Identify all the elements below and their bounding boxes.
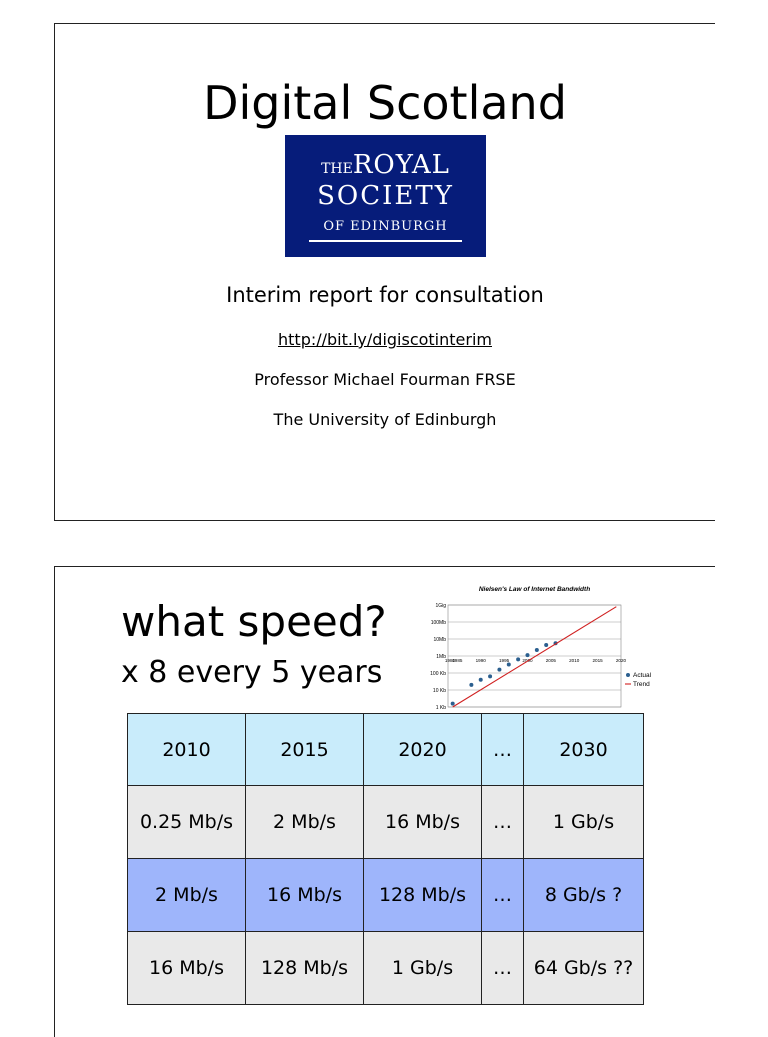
table-row: 2 Mb/s 16 Mb/s 128 Mb/s … 8 Gb/s ?	[127, 858, 644, 932]
table-cell: 2010	[127, 713, 246, 786]
table-header-row: 2010 2015 2020 … 2030	[127, 713, 644, 786]
chart-trend-line	[452, 606, 617, 708]
speed-table: 2010 2015 2020 … 2030 0.25 Mb/s 2 Mb/s 1…	[127, 713, 644, 1005]
logo-edinburgh: OF EDINBURGH	[323, 219, 448, 234]
chart-x-tick-label: 1990	[476, 658, 487, 663]
chart-title: Nielsen's Law of Internet Bandwidth	[479, 586, 590, 593]
table-cell: 0.25 Mb/s	[127, 785, 246, 859]
chart-data-point	[469, 682, 474, 687]
author-name: Professor Michael Fourman FRSE	[254, 370, 516, 389]
royal-society-logo: THEROYAL SOCIETY OF EDINBURGH	[285, 135, 486, 257]
chart-data-point	[525, 653, 530, 658]
table-cell: …	[481, 785, 524, 859]
slide-title: what speed?	[121, 597, 387, 646]
chart-y-tick-label: 100Mb	[431, 620, 447, 626]
chart-x-tick-label: 2010	[569, 658, 580, 663]
chart-data-point	[450, 701, 455, 706]
chart-data-point	[544, 642, 549, 647]
chart-legend-label: Trend	[633, 681, 650, 688]
chart-x-tick-label: 1985	[452, 658, 463, 663]
table-cell: …	[481, 931, 524, 1005]
title-slide: Digital Scotland THEROYAL SOCIETY OF EDI…	[54, 23, 715, 521]
chart-x-tick-label: 2020	[616, 658, 627, 663]
table-cell: …	[481, 858, 524, 932]
table-cell: 2030	[523, 713, 644, 786]
table-cell: 2 Mb/s	[127, 858, 246, 932]
chart-x-tick-label: 2015	[593, 658, 604, 663]
report-link[interactable]: http://bit.ly/digiscotinterim	[278, 330, 492, 349]
table-cell: 2015	[245, 713, 364, 786]
table-row: 0.25 Mb/s 2 Mb/s 16 Mb/s … 1 Gb/s	[127, 785, 644, 859]
chart-y-tick-label: 1 Kb	[436, 705, 447, 709]
chart-legend-label: Actual	[633, 672, 652, 679]
chart-y-tick-label: 1Gig	[435, 603, 446, 609]
table-cell: 16 Mb/s	[127, 931, 246, 1005]
chart-data-point	[506, 662, 511, 667]
table-row: 16 Mb/s 128 Mb/s 1 Gb/s … 64 Gb/s ??	[127, 931, 644, 1005]
table-cell: 2 Mb/s	[245, 785, 364, 859]
chart-y-tick-label: 1Mb	[436, 654, 446, 660]
chart-data-point	[534, 648, 539, 653]
logo-the: THE	[321, 161, 353, 177]
slide-subtitle: x 8 every 5 years	[121, 655, 383, 690]
table-cell: …	[481, 713, 524, 786]
slide-subtitle: Interim report for consultation	[226, 283, 544, 307]
logo-royal: ROYAL	[352, 150, 450, 180]
logo-rule	[309, 240, 462, 242]
speed-slide: what speed? x 8 every 5 years Nielsen's …	[54, 566, 715, 1037]
chart-legend-marker	[626, 673, 630, 677]
table-cell: 16 Mb/s	[245, 858, 364, 932]
chart-data-point	[516, 657, 521, 662]
table-cell: 16 Mb/s	[363, 785, 482, 859]
chart-data-point	[478, 677, 483, 682]
table-cell: 64 Gb/s ??	[523, 931, 644, 1005]
chart-y-tick-label: 10Mb	[433, 637, 446, 643]
chart-data-point	[488, 674, 493, 679]
chart-x-tick-label: 1980	[445, 658, 456, 663]
table-cell: 128 Mb/s	[363, 858, 482, 932]
table-cell: 2020	[363, 713, 482, 786]
table-cell: 8 Gb/s ?	[523, 858, 644, 932]
slide-title: Digital Scotland	[203, 76, 567, 130]
table-cell: 1 Gb/s	[363, 931, 482, 1005]
chart-x-tick-label: 2005	[546, 658, 557, 663]
institution-name: The University of Edinburgh	[273, 410, 497, 429]
chart-x-tick-label: 1995	[499, 658, 510, 663]
table-cell: 1 Gb/s	[523, 785, 644, 859]
table-cell: 128 Mb/s	[245, 931, 364, 1005]
nielsen-law-chart: Nielsen's Law of Internet Bandwidth 1 Kb 1…	[430, 586, 652, 709]
chart-data-point	[497, 667, 502, 672]
chart-y-tick-label: 100 Kb	[430, 671, 446, 677]
logo-society: SOCIETY	[317, 181, 454, 211]
chart-y-tick-label: 10 Kb	[433, 688, 446, 694]
